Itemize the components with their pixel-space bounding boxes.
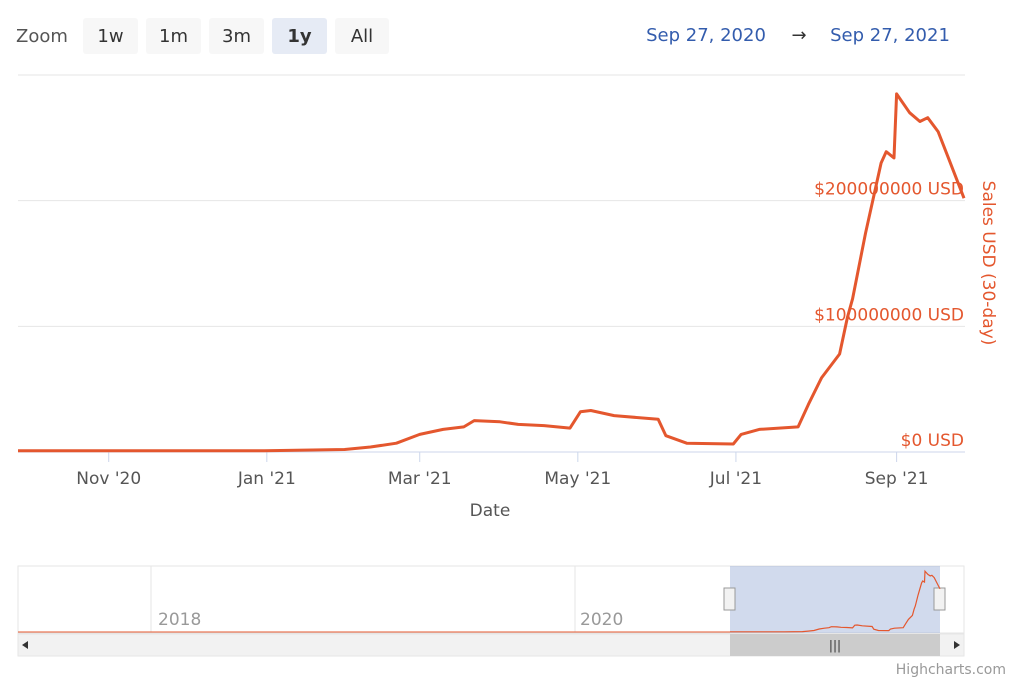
scroll-grip: |||: [829, 639, 841, 653]
x-axis-title: Date: [470, 501, 511, 521]
y-axis-title: Sales USD (30-day): [978, 181, 998, 346]
zoom-button[interactable]: [146, 18, 201, 54]
zoom-button[interactable]: [83, 18, 138, 54]
zoom-buttons: 1w 1m 3m 1y All: [83, 18, 389, 54]
zoom-button-label[interactable]: 1m: [159, 26, 188, 47]
range-to[interactable]: Sep 27, 2021: [830, 25, 950, 46]
zoom-button[interactable]: [272, 18, 327, 54]
credits[interactable]: Highcharts.com: [896, 662, 1006, 678]
navigator-line: [730, 569, 941, 633]
zoom-button-label[interactable]: All: [351, 26, 373, 47]
zoom-button-label[interactable]: 1y: [287, 26, 312, 47]
scrollbar[interactable]: [17, 633, 965, 657]
zoom-button[interactable]: [335, 18, 389, 54]
x-tick-label: Mar '21: [388, 469, 452, 489]
x-tick-label: May '21: [544, 469, 611, 489]
range-from[interactable]: Sep 27, 2020: [646, 25, 766, 46]
range-arrow: →: [791, 25, 806, 46]
zoom-label: Zoom: [16, 26, 68, 47]
scrollbar-thumb[interactable]: [730, 634, 940, 656]
navigator: [17, 565, 965, 634]
navigator-label: 2020: [580, 610, 623, 630]
y-tick-label: $200000000 USD: [814, 180, 964, 200]
zoom-button-label[interactable]: 3m: [222, 26, 251, 47]
x-tick-label: Jul '21: [709, 469, 762, 489]
y-tick-label: $100000000 USD: [814, 305, 964, 325]
navigator-label: 2018: [158, 610, 201, 630]
zoom-button[interactable]: [209, 18, 264, 54]
navigator-mask[interactable]: [730, 566, 940, 633]
series-line: [18, 92, 966, 453]
x-tick-label: Nov '20: [76, 469, 141, 489]
x-tick-label: Jan '21: [237, 469, 296, 489]
x-tick-label: Sep '21: [865, 469, 929, 489]
zoom-button-label[interactable]: 1w: [97, 26, 123, 47]
navigator-handle[interactable]: [933, 587, 946, 611]
navigator-handle[interactable]: [723, 587, 736, 611]
y-tick-label: $0 USD: [901, 431, 964, 451]
